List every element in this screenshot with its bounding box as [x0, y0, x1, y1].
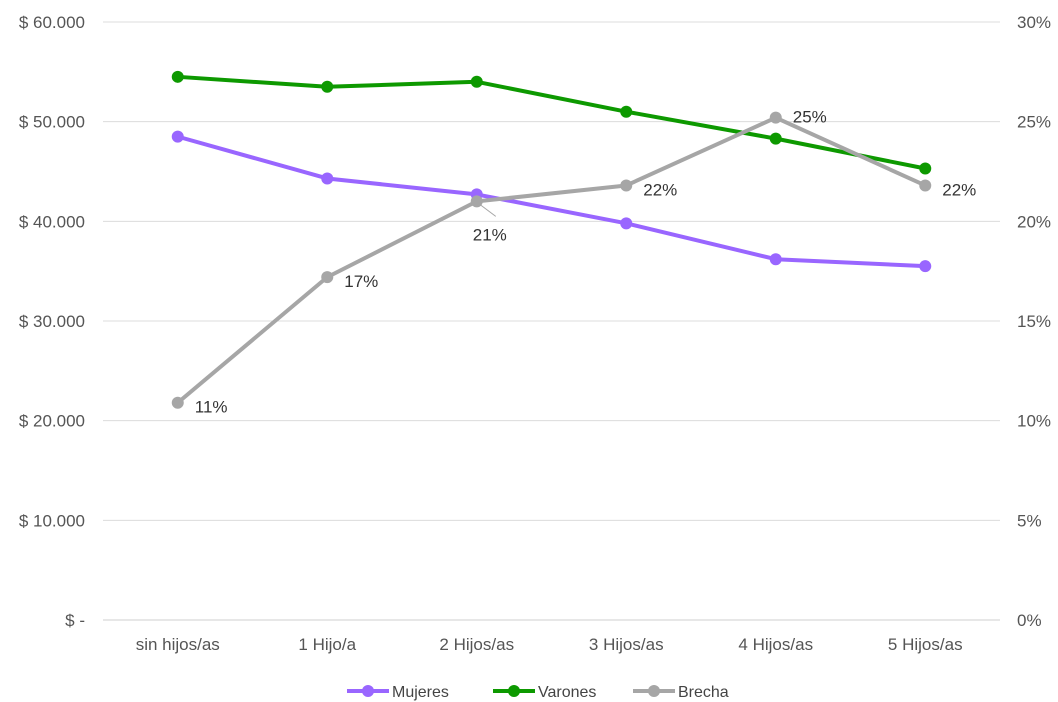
data-labels: 11% 17% 21% 22% 25% 22% [195, 108, 977, 417]
right-tick-label: 20% [1017, 212, 1051, 231]
legend-swatch-marker [508, 685, 520, 697]
right-y-axis: 0% 5% 10% 15% 20% 25% 30% [1017, 13, 1051, 630]
label-leader-line [479, 203, 497, 217]
data-point [470, 75, 483, 88]
legend-item-varones: Varones [493, 684, 596, 701]
data-point [620, 105, 633, 118]
data-point [321, 80, 334, 93]
data-label: 21% [473, 225, 507, 244]
data-point [321, 271, 334, 284]
right-tick-label: 15% [1017, 312, 1051, 331]
data-point [919, 162, 932, 175]
x-tick-label: 5 Hijos/as [888, 635, 963, 654]
series-line [175, 115, 928, 405]
data-label: 22% [942, 180, 976, 199]
data-label: 17% [344, 272, 378, 291]
legend-label: Brecha [678, 684, 729, 701]
legend-label: Varones [538, 684, 596, 701]
legend-item-mujeres: Mujeres [347, 684, 449, 701]
gridlines [103, 21, 1000, 621]
series-varones [171, 70, 932, 175]
series-brecha [171, 111, 932, 409]
x-axis: sin hijos/as 1 Hijo/a 2 Hijos/as 3 Hijos/as… [136, 635, 963, 654]
data-label: 25% [793, 108, 827, 127]
data-point [769, 132, 782, 145]
series-line [175, 134, 928, 269]
left-tick-label: $ 60.000 [19, 13, 85, 32]
left-tick-label: $ 30.000 [19, 312, 85, 331]
data-label: 22% [643, 180, 677, 199]
series-line [175, 74, 928, 171]
legend: Mujeres Varones Brecha [347, 684, 729, 701]
left-tick-label: $ - [65, 611, 85, 630]
data-point [620, 217, 633, 230]
legend-label: Mujeres [392, 684, 449, 701]
data-point [769, 111, 782, 124]
right-tick-label: 30% [1017, 13, 1051, 32]
x-tick-label: 3 Hijos/as [589, 635, 664, 654]
x-tick-label: sin hijos/as [136, 635, 220, 654]
data-point [919, 179, 932, 192]
data-point [171, 70, 184, 83]
right-tick-label: 10% [1017, 412, 1051, 431]
data-point [620, 179, 633, 192]
left-tick-label: $ 20.000 [19, 412, 85, 431]
data-point [171, 130, 184, 143]
x-tick-label: 2 Hijos/as [439, 635, 514, 654]
left-tick-label: $ 50.000 [19, 113, 85, 132]
legend-swatch-marker [362, 685, 374, 697]
left-y-axis: $ - $ 10.000 $ 20.000 $ 30.000 $ 40.000 $ 50.… [19, 13, 85, 630]
left-tick-label: $ 40.000 [19, 212, 85, 231]
legend-swatch-marker [648, 685, 660, 697]
right-tick-label: 25% [1017, 113, 1051, 132]
data-point [919, 260, 932, 273]
right-tick-label: 5% [1017, 511, 1042, 530]
x-tick-label: 1 Hijo/a [298, 635, 356, 654]
data-point [321, 172, 334, 185]
right-tick-label: 0% [1017, 611, 1042, 630]
x-tick-label: 4 Hijos/as [738, 635, 813, 654]
data-label: 11% [195, 398, 228, 417]
data-point [769, 253, 782, 266]
series-mujeres [171, 130, 932, 273]
data-point [171, 396, 184, 409]
left-tick-label: $ 10.000 [19, 511, 85, 530]
series-layer [171, 70, 932, 409]
legend-item-brecha: Brecha [633, 684, 729, 701]
